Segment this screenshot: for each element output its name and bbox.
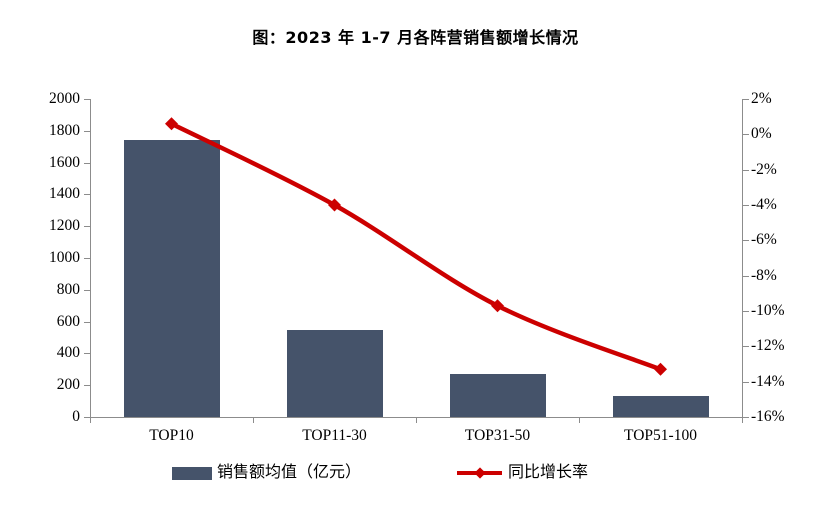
y-axis-tick-right [743, 240, 749, 242]
chart-title: 图：2023 年 1-7 月各阵营销售额增长情况 [252, 28, 579, 47]
y-axis-label-left: 1600 [49, 153, 80, 171]
growth-line [170, 121, 662, 372]
y-axis-tick-left [84, 321, 90, 323]
y-axis-tick-left [84, 258, 90, 259]
y-axis-label-right: -14% [751, 372, 785, 390]
y-axis-label-right: 2% [751, 90, 772, 107]
y-axis-label-right: -2% [751, 160, 777, 178]
y-axis-tick-right [743, 134, 749, 136]
y-axis-label-left: 1000 [49, 249, 80, 266]
y-axis-tick-left [84, 99, 90, 100]
x-axis-label: TOP31-50 [464, 427, 531, 444]
y-axis-tick-left [84, 289, 90, 291]
line-marker-diamond-icon [165, 117, 178, 131]
bar-legend-swatch-icon [172, 466, 212, 480]
y-axis-label-left: 1800 [49, 121, 80, 139]
y-axis-tick-left [84, 162, 90, 164]
bar-legend-label: 销售额均值（亿元） [217, 464, 362, 481]
line-marker-diamond-icon [328, 198, 341, 212]
line-marker-diamond-icon [654, 362, 667, 376]
y-axis-label-left: 1400 [49, 185, 80, 203]
x-axis-tick [90, 418, 91, 423]
y-axis-tick-left [84, 385, 90, 387]
y-axis-tick-left [84, 130, 90, 132]
y-axis-tick-right [743, 381, 749, 383]
y-axis-label-left: 1200 [49, 217, 80, 235]
line-legend-label: 同比增长率 [508, 464, 589, 481]
y-axis-tick-left [84, 226, 90, 228]
y-axis-tick-right [743, 99, 749, 100]
x-axis-tick [742, 418, 743, 423]
y-axis-label-right: -16% [751, 408, 785, 425]
y-axis-tick-right [743, 205, 749, 206]
bar-top31-50 [449, 374, 546, 417]
y-axis-label-right: 0% [751, 125, 772, 143]
y-axis-label-right: -12% [751, 337, 785, 355]
y-axis-label-right: -4% [751, 196, 777, 213]
y-axis-tick-right [743, 417, 749, 418]
y-axis-tick-right [743, 275, 749, 277]
y-axis-label-left: 600 [56, 312, 80, 330]
y-axis-tick-left [84, 353, 90, 355]
x-axis-tick [253, 418, 254, 423]
y-axis-label-right: -6% [751, 231, 777, 249]
x-axis-tick [579, 418, 580, 423]
y-axis-label-left: 2000 [49, 90, 80, 107]
y-axis-label-right: -8% [751, 266, 777, 284]
y-axis-tick-left [84, 417, 90, 418]
legend-item-bar: 销售额均值（亿元） [172, 464, 361, 482]
bar-top10 [123, 140, 220, 417]
y-axis-tick-right [743, 346, 749, 348]
bar-top51-100 [612, 396, 709, 417]
y-axis-label-left: 200 [56, 376, 80, 394]
y-axis-tick-right [743, 311, 749, 312]
y-axis-label-left: 0 [72, 408, 80, 425]
line-legend-marker-icon [457, 471, 502, 475]
x-axis [90, 417, 743, 418]
x-axis-label: TOP11-30 [302, 427, 367, 444]
x-axis-label: TOP10 [149, 427, 194, 444]
legend-item-line: 同比增长率 [457, 464, 588, 482]
y-axis-label-right: -10% [751, 302, 785, 319]
y-axis-label-left: 400 [56, 344, 80, 362]
bar-top11-30 [286, 330, 383, 417]
y-axis-left [90, 99, 91, 418]
x-axis-tick [416, 418, 417, 423]
y-axis-tick-right [743, 169, 749, 171]
x-axis-label: TOP51-100 [624, 427, 697, 444]
y-axis-right [742, 99, 743, 418]
line-marker-diamond-icon [491, 299, 504, 313]
y-axis-tick-left [84, 194, 90, 196]
y-axis-label-left: 800 [56, 280, 80, 298]
